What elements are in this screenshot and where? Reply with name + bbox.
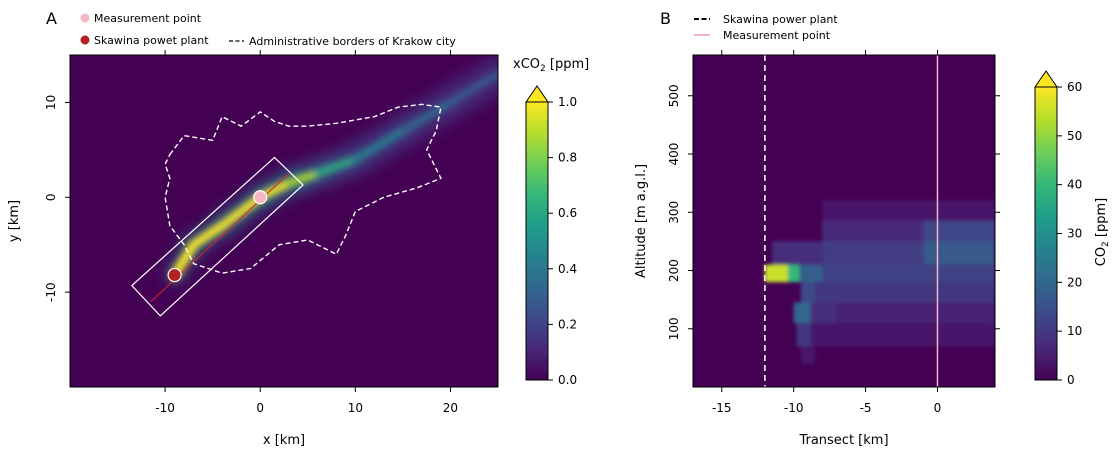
krakow-border bbox=[164, 103, 442, 274]
colorbar-b-label-unit: [ppm] bbox=[1094, 198, 1109, 241]
x-tick-label: 0 bbox=[934, 401, 942, 415]
colorbar-a-tick-label: 0.6 bbox=[558, 206, 577, 220]
plume-core-segment bbox=[285, 169, 321, 187]
colorbar-b-label-subscript: 2 bbox=[1101, 241, 1111, 247]
legend-measurement-label: Measurement point bbox=[94, 12, 202, 25]
y-tick-label: -10 bbox=[44, 282, 58, 302]
panel-a-frame bbox=[69, 54, 499, 388]
panel-b-colorbar-label: CO2 [ppm] bbox=[1094, 198, 1111, 267]
panel-a-colorbar-title: xCO2 [ppm] bbox=[513, 57, 589, 74]
panel-a-axes: -10 0 10 20 -10 0 10 bbox=[44, 50, 458, 415]
colorbar-b-bar bbox=[1034, 86, 1058, 381]
co2-layer bbox=[923, 241, 995, 265]
panel-b-plot bbox=[693, 55, 995, 387]
y-tick-label: 300 bbox=[667, 201, 681, 224]
co2-layer bbox=[822, 241, 924, 265]
x-tick-label: -10 bbox=[155, 401, 175, 415]
co2-layer bbox=[772, 241, 823, 265]
co2-layer bbox=[815, 282, 995, 303]
co2-layer bbox=[793, 302, 811, 323]
x-tick-label: -15 bbox=[712, 401, 732, 415]
legend-b-plant-label: Skawina power plant bbox=[723, 13, 838, 26]
co2-layer bbox=[796, 322, 811, 347]
legend-plant-label: Skawina powet plant bbox=[94, 34, 209, 47]
colorbar-title-unit: [ppm] bbox=[546, 57, 589, 72]
colorbar-b-tick-label: 40 bbox=[1067, 178, 1082, 192]
co2-layer bbox=[822, 221, 924, 242]
plume-core-segment bbox=[352, 127, 407, 163]
panel-a-xlabel: x [km] bbox=[263, 433, 305, 448]
colorbar-b-tick-label: 50 bbox=[1067, 129, 1082, 143]
plume-core-segment bbox=[189, 221, 227, 250]
colorbar-title-subscript: 2 bbox=[540, 64, 546, 74]
panel-b-layers bbox=[764, 200, 995, 364]
legend-plant-marker bbox=[80, 35, 90, 45]
colorbar-b-tick-label: 30 bbox=[1067, 227, 1082, 241]
co2-layer bbox=[810, 302, 837, 323]
colorbar-a-tick-label: 0.8 bbox=[558, 151, 577, 165]
co2-layer bbox=[822, 264, 995, 283]
colorbar-a-tick-label: 0.0 bbox=[558, 373, 577, 387]
panel-b-xlabel: Transect [km] bbox=[798, 433, 888, 448]
colorbar-b-tick-label: 0 bbox=[1067, 373, 1075, 387]
panel-b-colorbar: 0 10 20 30 40 50 60 CO2 [ppm] bbox=[1034, 70, 1111, 387]
y-tick-label: 100 bbox=[667, 317, 681, 340]
colorbar-b-ticks: 0 10 20 30 40 50 60 bbox=[1057, 80, 1082, 387]
colorbar-b-tick-label: 60 bbox=[1067, 80, 1082, 94]
co2-layer bbox=[822, 200, 995, 221]
colorbar-a-tick-label: 1.0 bbox=[558, 95, 577, 109]
panel-a-label: A bbox=[46, 9, 57, 28]
y-tick-label: 10 bbox=[44, 95, 58, 110]
plume-core-segment bbox=[313, 155, 359, 178]
colorbar-a-tick-label: 0.2 bbox=[558, 317, 577, 331]
colorbar-b-tick-label: 10 bbox=[1067, 324, 1082, 338]
plume-core-segment bbox=[218, 193, 265, 230]
x-tick-label: 0 bbox=[256, 401, 264, 415]
co2-layer bbox=[800, 346, 816, 364]
colorbar-a-tick-label: 0.4 bbox=[558, 262, 577, 276]
transect-box bbox=[130, 156, 304, 317]
panel-a-legend: Measurement point Skawina powet plant Ad… bbox=[80, 12, 456, 48]
y-tick-label: 0 bbox=[44, 193, 58, 201]
panel-b-legend: Skawina power plant Measurement point bbox=[694, 13, 838, 42]
legend-measurement-marker bbox=[80, 13, 90, 23]
y-tick-label: 400 bbox=[667, 143, 681, 166]
legend-b-meas-label: Measurement point bbox=[723, 29, 831, 42]
colorbar-b-tick-label: 20 bbox=[1067, 275, 1082, 289]
x-tick-label: -10 bbox=[784, 401, 804, 415]
plume-core-segment bbox=[447, 71, 498, 106]
panel-b-label: B bbox=[660, 9, 671, 28]
panel-b-axes: -15 -10 -5 0 100 200 300 400 500 bbox=[667, 50, 1000, 415]
colorbar-a-bar bbox=[525, 101, 549, 381]
panel-a-ylabel: y [km] bbox=[7, 200, 22, 242]
co2-layer bbox=[800, 282, 816, 303]
panel-b-ylabel: Altitude [m a.g.l.] bbox=[634, 164, 649, 278]
co2-layer bbox=[787, 264, 800, 283]
colorbar-b-extend-triangle bbox=[1034, 70, 1058, 88]
colorbar-a-extend-triangle bbox=[525, 85, 549, 103]
panel-b-frame bbox=[692, 54, 996, 388]
co2-layer bbox=[923, 221, 995, 242]
power-plant-marker bbox=[167, 267, 182, 283]
colorbar-a-ticks: 0.0 0.2 0.4 0.6 0.8 1.0 bbox=[548, 95, 577, 387]
co2-layer bbox=[764, 264, 788, 283]
x-tick-label: 20 bbox=[443, 401, 458, 415]
x-tick-label: -5 bbox=[860, 401, 872, 415]
co2-layer bbox=[836, 302, 995, 323]
measurement-point-marker bbox=[253, 190, 268, 205]
x-tick-label: 10 bbox=[348, 401, 363, 415]
plume-core-segment bbox=[399, 99, 454, 134]
y-tick-label: 200 bbox=[667, 259, 681, 282]
panel-a-plot bbox=[70, 55, 498, 387]
legend-border-label: Administrative borders of Krakow city bbox=[249, 35, 456, 48]
panel-a-colorbar: xCO2 [ppm] 0.0 0.2 0.4 0.6 0.8 1.0 bbox=[513, 57, 589, 387]
y-tick-label: 500 bbox=[667, 84, 681, 107]
co2-layer bbox=[810, 322, 995, 347]
co2-layer bbox=[799, 264, 823, 283]
